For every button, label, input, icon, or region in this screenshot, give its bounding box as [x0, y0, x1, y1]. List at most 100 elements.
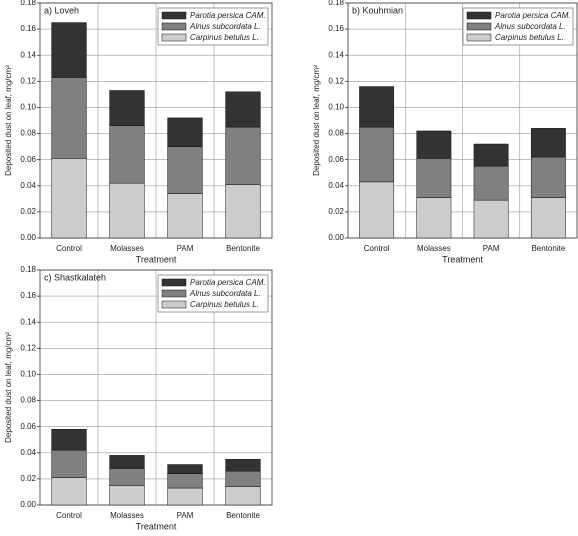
legend-swatch [161, 33, 187, 42]
legend-swatch [161, 11, 187, 20]
legend-swatch [161, 22, 187, 31]
bar-segment [225, 91, 261, 128]
bar-segment [473, 199, 509, 239]
bar-segment [530, 197, 566, 239]
y-tick-label: 0.14 [20, 317, 36, 326]
y-tick-label: 0.12 [328, 76, 344, 85]
bar-segment [225, 459, 261, 472]
legend-swatch [466, 22, 492, 31]
y-tick-label: 0.12 [20, 76, 36, 85]
bar-segment [109, 125, 145, 184]
y-tick-label: 0.02 [20, 474, 36, 483]
bar-segment [51, 158, 87, 239]
y-tick-label: 0.18 [328, 0, 344, 7]
y-tick-label: 0.06 [20, 155, 36, 164]
y-tick-label: 0.14 [328, 50, 344, 59]
chart-panel: 0.00 0.02 0.04 0.06 0.08 0.10 0.12 0.14 0.16 0.18… [312, 0, 578, 264]
chart-title: b) Kouhmian [352, 5, 403, 15]
bar-segment [359, 181, 395, 239]
bar-segment [167, 117, 203, 147]
y-tick-label: 0.08 [20, 396, 36, 405]
bar-segment [167, 464, 203, 474]
y-tick-label: 0.04 [20, 181, 36, 190]
y-tick-label: 0.16 [20, 291, 36, 300]
x-tick-label: Molasses [110, 511, 144, 520]
plot-frame [347, 2, 578, 239]
legend-label: Carpinus betulus L. [495, 33, 564, 42]
chart-panel: 0.00 0.02 0.04 0.06 0.08 0.10 0.12 0.14 0.16 0.18… [4, 0, 273, 264]
bar-segment [416, 130, 452, 159]
legend-swatch [466, 33, 492, 42]
bar-segment [109, 182, 145, 239]
bar-segment [359, 126, 395, 183]
legend-label: Alnus subcordata L. [189, 289, 261, 298]
legend-label: Parotia persica CAM. [190, 11, 266, 20]
bar-segment [109, 468, 145, 486]
plot-frame [39, 269, 273, 506]
x-tick-label: Molasses [417, 244, 451, 253]
chart-title: a) Loveh [44, 5, 79, 15]
bar-segment [167, 146, 203, 194]
y-axis-label: Deposited dust on leaf, mg/cm² [4, 65, 13, 176]
legend-label: Parotia persica CAM. [495, 11, 571, 20]
bar-segment [225, 486, 261, 506]
bar-segment [530, 156, 566, 198]
bar-segment [359, 86, 395, 128]
y-tick-label: 0.04 [328, 181, 344, 190]
legend-label: Carpinus betulus L. [190, 300, 259, 309]
y-tick-label: 0.10 [20, 370, 36, 379]
legend-swatch [161, 300, 187, 309]
x-axis-label: Treatment [136, 254, 177, 264]
x-axis-label: Treatment [136, 521, 177, 531]
bar-segment [51, 429, 87, 451]
bar-segment [167, 487, 203, 506]
y-tick-label: 0.00 [20, 233, 36, 242]
x-tick-label: Bentonite [226, 244, 260, 253]
y-tick-label: 0.14 [20, 50, 36, 59]
bar-segment [51, 449, 87, 478]
x-tick-label: PAM [177, 244, 194, 253]
y-tick-label: 0.02 [20, 207, 36, 216]
plot-frame [39, 2, 273, 239]
bar-segment [51, 477, 87, 506]
bar-segment [225, 184, 261, 239]
x-tick-label: PAM [177, 511, 194, 520]
bar-segment [167, 193, 203, 239]
bar-segment [530, 128, 566, 158]
legend-label: Carpinus betulus L. [190, 33, 259, 42]
x-tick-label: Molasses [110, 244, 144, 253]
bar-segment [416, 158, 452, 198]
legend-swatch [466, 11, 492, 20]
bar-segment [473, 143, 509, 167]
bar-segment [109, 455, 145, 469]
y-tick-label: 0.04 [20, 448, 36, 457]
bar-segment [416, 197, 452, 239]
bar-segment [51, 77, 87, 159]
chart-panel: 0.00 0.02 0.04 0.06 0.08 0.10 0.12 0.14 0.16 0.18… [4, 265, 273, 531]
legend-label: Alnus subcordata L. [189, 22, 261, 31]
bar-segment [109, 90, 145, 126]
y-axis-label: Deposited dust on leaf, mg/cm² [312, 65, 321, 176]
x-axis-label: Treatment [442, 254, 483, 264]
x-tick-label: Control [56, 244, 82, 253]
legend-swatch [161, 278, 187, 287]
y-tick-label: 0.00 [20, 500, 36, 509]
y-tick-label: 0.10 [328, 103, 344, 112]
legend-label: Parotia persica CAM. [190, 278, 266, 287]
x-tick-label: Bentonite [531, 244, 565, 253]
y-tick-label: 0.18 [20, 0, 36, 7]
bar-segment [51, 22, 87, 78]
bar-segment [225, 470, 261, 487]
y-tick-label: 0.16 [20, 24, 36, 33]
y-tick-label: 0.12 [20, 343, 36, 352]
legend-swatch [161, 289, 187, 298]
x-tick-label: Control [56, 511, 82, 520]
y-tick-label: 0.06 [328, 155, 344, 164]
y-tick-label: 0.02 [328, 207, 344, 216]
bar-segment [473, 165, 509, 201]
x-tick-label: PAM [483, 244, 500, 253]
chart-title: c) Shastkalateh [44, 272, 106, 282]
y-axis-label: Deposited dust on leaf, mg/cm² [4, 332, 13, 443]
y-tick-label: 0.18 [20, 265, 36, 274]
